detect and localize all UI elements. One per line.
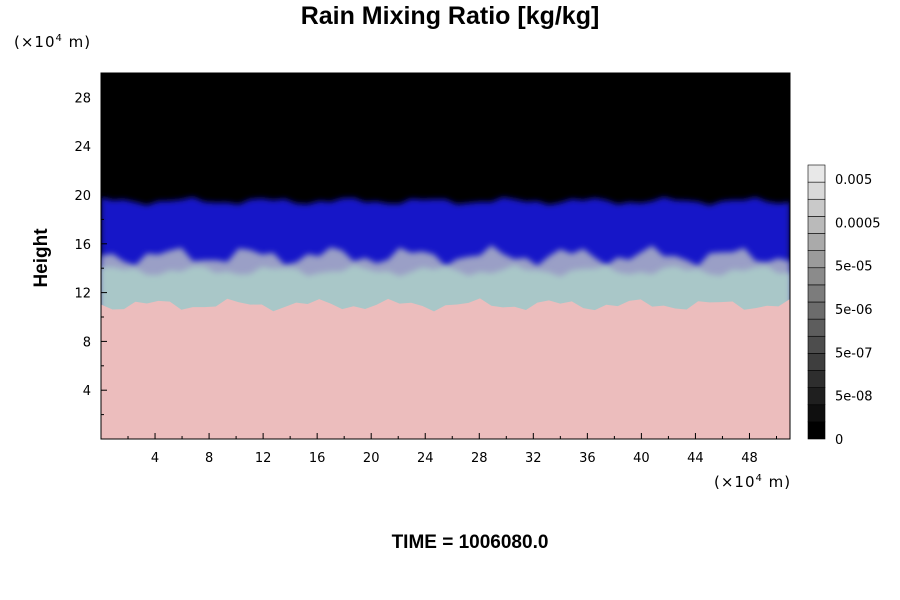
y-unit: m <box>68 33 85 51</box>
y-unit-mult: ×10 <box>20 33 56 51</box>
colorbar: 0.005 0.0005 5e-05 5e-06 5e-07 5e-08 0 <box>807 164 881 448</box>
x-unit-exp: 4 <box>755 473 763 484</box>
x-tick-label: 16 <box>309 451 326 466</box>
heatmap-field <box>101 73 790 439</box>
colorbar-label: 5e-06 <box>835 303 873 318</box>
chart-title: Rain Mixing Ratio [kg/kg] <box>300 2 600 30</box>
colorbar-level <box>807 301 826 320</box>
colorbar-level <box>807 198 826 217</box>
y-tick-label: 8 <box>83 335 91 350</box>
layer-lower <box>101 298 790 439</box>
colorbar-level <box>807 370 826 388</box>
colorbar-label: 0 <box>835 433 843 448</box>
colorbar-label: 5e-05 <box>835 260 873 275</box>
colorbar-level <box>807 267 826 286</box>
x-unit-mult: ×10 <box>720 473 756 491</box>
y-axis-unit: (×104 m) <box>14 33 92 51</box>
y-tick-label: 24 <box>74 140 91 155</box>
colorbar-level <box>807 404 826 423</box>
x-tick-label: 36 <box>579 451 596 466</box>
y-tick-label: 4 <box>83 384 91 399</box>
colorbar-label: 0.0005 <box>835 216 881 231</box>
colorbar-level <box>807 181 826 200</box>
y-tick-label: 16 <box>74 238 91 253</box>
x-tick-label: 28 <box>471 451 488 466</box>
x-tick-label: 24 <box>417 451 434 466</box>
y-unit-exp: 4 <box>55 33 63 44</box>
colorbar-level <box>807 250 826 269</box>
colorbar-level <box>807 318 826 337</box>
y-tick-label: 12 <box>74 287 91 302</box>
y-tick-label: 20 <box>74 189 91 204</box>
x-tick-label: 4 <box>151 451 159 466</box>
colorbar-level <box>807 353 826 371</box>
x-tick-label: 48 <box>741 451 758 466</box>
colorbar-level <box>807 387 826 406</box>
x-tick-label: 32 <box>525 451 542 466</box>
x-unit: m <box>768 473 785 491</box>
colorbar-label: 5e-07 <box>835 346 873 361</box>
x-tick-label: 20 <box>363 451 380 466</box>
x-tick-label: 8 <box>205 451 213 466</box>
time-label: TIME = 1006080.0 <box>391 532 549 553</box>
plot-frame <box>100 72 791 440</box>
colorbar-level <box>807 284 826 303</box>
colorbar-level <box>807 216 826 234</box>
x-tick-label: 44 <box>687 451 704 466</box>
x-tick-label: 12 <box>255 451 272 466</box>
colorbar-label: 0.005 <box>835 173 872 188</box>
colorbar-label: 5e-08 <box>835 390 873 405</box>
colorbar-level <box>807 233 826 251</box>
colorbar-level <box>807 421 826 440</box>
y-tick-label: 28 <box>74 91 91 106</box>
colorbar-level <box>807 164 826 183</box>
x-tick-label: 40 <box>633 451 650 466</box>
colorbar-level <box>807 335 826 354</box>
x-axis-unit: (×104 m) <box>714 473 792 491</box>
